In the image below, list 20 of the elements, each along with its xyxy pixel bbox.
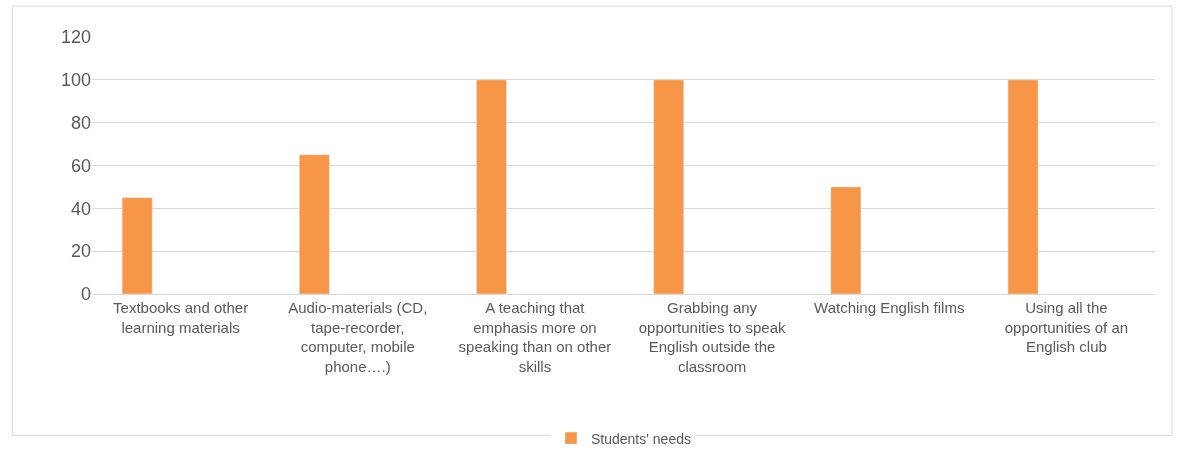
y-tick-label: 20 xyxy=(70,241,91,262)
x-tick-label: Watching English films xyxy=(814,299,965,316)
bar xyxy=(299,154,330,294)
x-tick-label: Using all the opportunities of an English club xyxy=(1004,299,1129,355)
y-tick-label: 120 xyxy=(60,27,91,48)
legend-label: Students' needs xyxy=(591,430,691,447)
bar xyxy=(121,197,153,294)
bar xyxy=(1007,79,1039,294)
y-tick-label: 0 xyxy=(80,284,91,305)
x-tick-label: Audio-materials (CD, tape-recorder, computer, mobile phone….) xyxy=(288,299,428,375)
bar xyxy=(830,186,862,294)
y-tick-label: 100 xyxy=(60,70,91,91)
y-tick-label: 40 xyxy=(70,198,91,219)
y-tick-label: 60 xyxy=(70,155,91,176)
y-tick-label: 80 xyxy=(70,112,91,133)
bar xyxy=(476,79,507,294)
x-tick-label: Grabbing any opportunities to speak English outside the classroom xyxy=(638,299,786,375)
x-tick-label: A teaching that emphasis more on speaking than on other skills xyxy=(458,299,612,375)
x-tick-label: Textbooks and other learning materials xyxy=(113,299,249,336)
bar xyxy=(653,79,684,294)
